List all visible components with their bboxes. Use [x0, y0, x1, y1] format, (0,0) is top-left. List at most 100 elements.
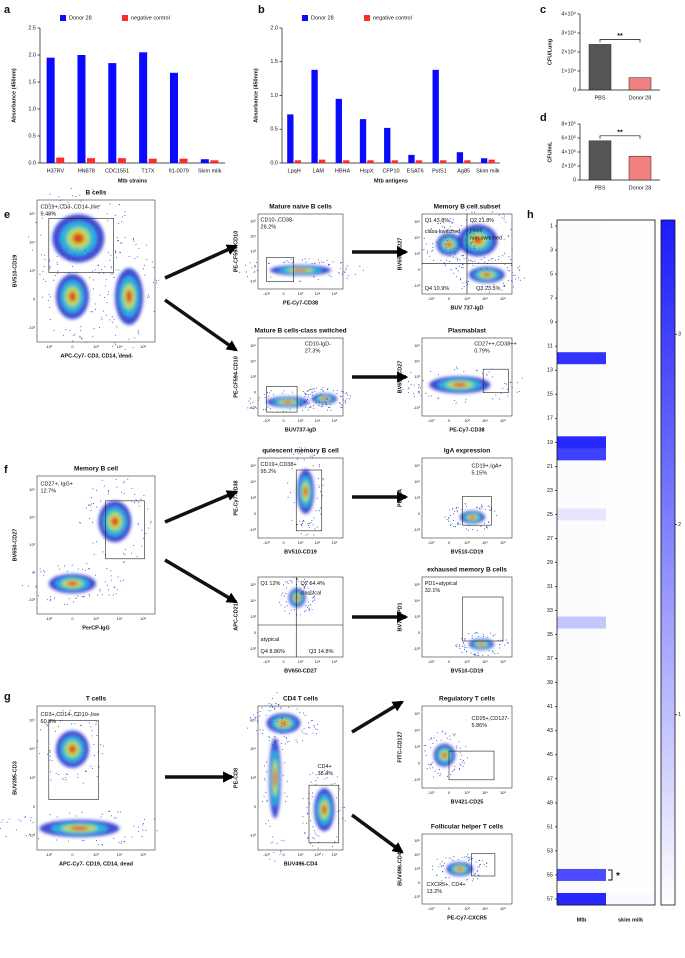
event-dot — [420, 387, 422, 389]
event-dot — [236, 269, 238, 271]
event-dot — [152, 281, 154, 283]
event-dot — [346, 398, 348, 400]
plot-title: quiescent memory B cell — [262, 448, 339, 455]
event-dot — [28, 833, 30, 835]
event-dot — [309, 393, 311, 395]
event-dot — [439, 775, 441, 777]
event-dot — [452, 218, 454, 220]
event-dot — [321, 261, 323, 263]
event-dot — [431, 395, 433, 397]
event-dot — [439, 230, 441, 232]
gate-label: CD25+,CD127- — [472, 716, 510, 722]
y-axis-label: BUV496-CD4 — [397, 851, 403, 886]
heat-cell — [557, 436, 606, 449]
heat-cell — [606, 364, 655, 377]
event-dot — [476, 370, 478, 372]
event-dot — [311, 391, 313, 393]
event-dot — [56, 816, 58, 818]
y-tick-label: 0 — [33, 297, 35, 301]
event-dot — [489, 291, 491, 293]
event-dot — [291, 262, 293, 264]
x-tick-label: 10⁵ — [332, 292, 338, 296]
event-dot — [259, 715, 261, 717]
event-dot — [488, 650, 490, 652]
event-dot — [295, 739, 297, 741]
event-dot — [502, 255, 504, 257]
event-dot — [425, 243, 427, 245]
event-dot — [329, 274, 331, 276]
event-dot — [474, 632, 476, 634]
event-dot — [49, 296, 51, 298]
event-dot — [280, 594, 282, 596]
column-label: skim milk — [618, 917, 644, 923]
event-dot — [312, 597, 314, 599]
y-tick-label: 10⁴ — [29, 241, 35, 245]
event-dot — [338, 272, 340, 274]
event-dot — [68, 272, 70, 274]
heat-cell — [557, 508, 606, 521]
event-dot — [462, 263, 464, 265]
event-dot — [268, 737, 270, 739]
event-dot — [317, 777, 319, 779]
event-dot — [328, 263, 330, 265]
y-tick-label: 10⁵ — [414, 583, 420, 587]
event-dot — [318, 400, 320, 402]
row-label: 57 — [547, 896, 553, 902]
row-label: 33 — [547, 608, 553, 614]
heat-cell — [606, 244, 655, 257]
event-dot — [477, 654, 479, 656]
event-dot — [296, 708, 298, 710]
event-dot — [402, 389, 404, 391]
bar — [628, 155, 652, 181]
event-dot — [77, 773, 79, 775]
row-label: 39 — [547, 680, 553, 686]
y-tick-label: 4×10⁵ — [561, 148, 576, 155]
arrow — [351, 700, 404, 734]
event-dot — [266, 761, 268, 763]
event-dot — [114, 334, 116, 336]
event-dot — [304, 585, 306, 587]
panel-letter: f — [4, 464, 8, 476]
plot-frame — [257, 213, 344, 290]
x-tick-label: 10⁴ — [482, 419, 488, 423]
event-dot — [465, 646, 467, 648]
event-dot — [83, 840, 85, 842]
event-dot — [499, 398, 501, 400]
event-dot — [109, 259, 111, 261]
event-dot — [89, 277, 91, 279]
heat-cell — [557, 676, 606, 689]
event-dot — [299, 614, 301, 616]
event-dot — [24, 816, 26, 818]
event-dot — [307, 606, 309, 608]
plot-title: Regulatory T cells — [439, 696, 495, 703]
row-label: 27 — [547, 536, 553, 542]
event-dot — [472, 241, 474, 243]
event-dot — [309, 773, 311, 775]
event-dot — [455, 506, 457, 508]
event-dot — [448, 520, 450, 522]
event-dot — [92, 521, 94, 523]
event-dot — [57, 774, 59, 776]
event-dot — [413, 384, 415, 386]
event-dot — [265, 409, 267, 411]
event-dot — [110, 815, 112, 817]
event-dot — [101, 268, 103, 270]
event-dot — [431, 738, 433, 740]
gate-label: non-switched — [470, 235, 502, 241]
event-dot — [142, 824, 144, 826]
event-dot — [457, 524, 459, 526]
heat-cell — [557, 784, 606, 798]
event-dot — [51, 760, 53, 762]
y-tick-label: 10⁵ — [414, 220, 420, 224]
event-dot — [444, 862, 446, 864]
event-dot — [257, 721, 259, 723]
event-dot — [334, 841, 336, 843]
heat-cell — [557, 352, 606, 365]
event-dot — [89, 568, 91, 570]
event-dot — [53, 330, 55, 332]
heat-cell — [557, 664, 606, 677]
column-label: Mtb — [577, 917, 587, 923]
event-dot — [285, 601, 287, 603]
event-dot — [452, 733, 454, 735]
heat-cell — [606, 676, 655, 689]
